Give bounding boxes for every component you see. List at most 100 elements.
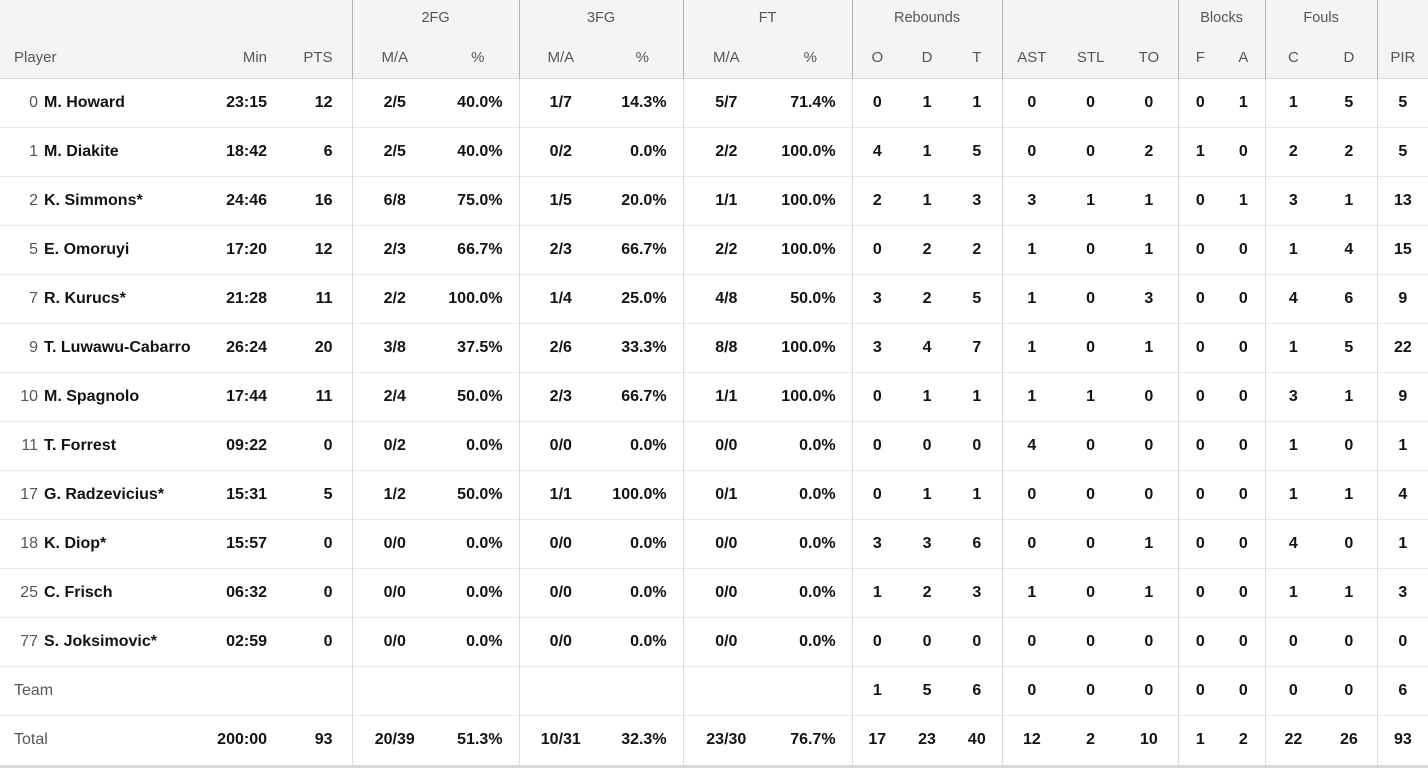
stat-min: 02:59 (226, 633, 267, 650)
stat-ast: 1 (1027, 290, 1037, 307)
stat-reb-o: 1 (872, 584, 882, 601)
player-row: 0 M. Howard 23:15 12 2/5 40.0% 1/7 14.3% 5/7 71.4… (0, 78, 1428, 128)
stat-reb-t: 1 (952, 470, 1003, 520)
stat-foul-c: 3 (1288, 388, 1298, 405)
stat-pts: 11 (267, 372, 353, 422)
stat-foul-c: 22 (1284, 731, 1303, 749)
player-name: T. Luwawu-Cabarrot (44, 339, 190, 356)
stat-reb-o: 17 (868, 731, 887, 749)
stat-2fg-pct: 75.0% (437, 176, 520, 226)
stat-blk-f: 0 (1195, 682, 1205, 699)
player-row: 77 S. Joksimovic* 02:59 0 0/0 0.0% 0/0 0.0% 0/0 0… (0, 617, 1428, 667)
stat-stl: 0 (1086, 94, 1096, 111)
col-header-2fg-pct: % (437, 36, 520, 79)
stat-foul-c: 1 (1288, 339, 1298, 356)
col-header-stl: STL (1076, 48, 1105, 66)
player-name: S. Joksimovic* (44, 633, 157, 650)
col-header-reb-t: T (952, 36, 1003, 79)
stat-pir: 5 (1398, 143, 1408, 160)
stat-min: 06:32 (226, 584, 267, 601)
stat-reb-t: 0 (952, 421, 1003, 471)
stat-min: 17:20 (226, 241, 267, 258)
stat-blk-a: 2 (1222, 715, 1266, 765)
stat-reb-o: 0 (872, 94, 882, 111)
group-header-blocks: Blocks (1178, 0, 1266, 36)
stat-reb-d: 0 (922, 437, 932, 454)
stat-stl: 0 (1086, 633, 1096, 650)
stat-2fg-pct: 100.0% (437, 274, 520, 324)
stat-reb-o: 2 (872, 192, 882, 209)
stat-ft-pct: 0.0% (769, 519, 853, 569)
stat-reb-o: 3 (872, 535, 882, 552)
stat-foul-d: 1 (1321, 372, 1378, 422)
stat-foul-d: 0 (1321, 519, 1378, 569)
stat-reb-d: 5 (922, 682, 932, 699)
stat-blk-f: 0 (1195, 486, 1205, 503)
stat-blk-a: 0 (1222, 372, 1266, 422)
stat-blk-a: 0 (1222, 617, 1266, 667)
stat-blk-a: 0 (1222, 274, 1266, 324)
stat-to: 1 (1120, 568, 1179, 618)
jersey-number: 17 (20, 486, 38, 503)
jersey-number: 25 (20, 584, 38, 601)
stat-blk-f: 0 (1195, 584, 1205, 601)
stat-3fg-ma (519, 667, 602, 716)
stat-pir: 0 (1398, 633, 1408, 650)
group-header-ft: FT (683, 0, 853, 36)
stat-reb-t: 7 (952, 323, 1003, 373)
stat-pts: 20 (267, 323, 353, 373)
stat-2fg-pct: 0.0% (437, 568, 520, 618)
stat-stl: 0 (1086, 241, 1096, 258)
stat-ft-ma (683, 667, 769, 716)
stat-pir: 9 (1398, 290, 1408, 307)
stat-2fg-pct: 40.0% (437, 78, 520, 128)
stat-blk-a: 0 (1222, 666, 1266, 716)
stat-pts: 5 (267, 470, 353, 520)
stat-2fg-ma: 2/2 (383, 290, 406, 307)
stat-stl: 0 (1086, 486, 1096, 503)
stat-pir: 1 (1398, 437, 1408, 454)
stat-ft-pct: 76.7% (769, 715, 853, 765)
bottom-strip (0, 764, 1428, 768)
stat-3fg-pct: 33.3% (602, 323, 684, 373)
stat-pts: 16 (267, 176, 353, 226)
col-header-reb-o: O (871, 48, 884, 66)
stat-3fg-ma: 0/0 (549, 584, 572, 601)
stat-2fg-pct: 50.0% (437, 372, 520, 422)
player-name: K. Diop* (44, 535, 107, 552)
stat-to: 0 (1120, 666, 1179, 716)
stat-2fg-ma: 0/2 (383, 437, 406, 454)
stat-ft-pct: 50.0% (769, 274, 853, 324)
player-row: 17 G. Radzevicius* 15:31 5 1/2 50.0% 1/1 100.0%… (0, 470, 1428, 520)
stat-blk-a: 0 (1222, 127, 1266, 177)
stat-3fg-pct: 0.0% (602, 127, 684, 177)
stat-to: 1 (1120, 519, 1179, 569)
player-cell: 77 S. Joksimovic* (0, 618, 190, 667)
stat-pts: 11 (267, 274, 353, 324)
stat-2fg-pct: 50.0% (437, 470, 520, 520)
stat-3fg-pct: 100.0% (602, 470, 684, 520)
stat-foul-d: 5 (1321, 323, 1378, 373)
stat-pts (267, 666, 353, 716)
player-row: 10 M. Spagnolo 17:44 11 2/4 50.0% 2/3 66.7% 1/1 1… (0, 372, 1428, 422)
player-row: 1 M. Diakite 18:42 6 2/5 40.0% 0/2 0.0% 2/2 100.0… (0, 127, 1428, 177)
stat-foul-c: 0 (1288, 633, 1298, 650)
player-cell: Team (0, 667, 190, 716)
stat-reb-d: 1 (922, 143, 932, 160)
jersey-number: 18 (20, 535, 38, 552)
stat-ast: 0 (1027, 535, 1037, 552)
player-row: 18 K. Diop* 15:57 0 0/0 0.0% 0/0 0.0% 0/0 0.0% 3 3 6… (0, 519, 1428, 569)
stat-ft-ma: 0/0 (715, 437, 738, 454)
stat-reb-t: 6 (952, 666, 1003, 716)
stat-3fg-ma: 2/3 (549, 388, 572, 405)
jersey-number: 11 (21, 437, 38, 454)
stat-stl: 1 (1086, 388, 1096, 405)
table-body: 0 M. Howard 23:15 12 2/5 40.0% 1/7 14.3% 5/7 71.4… (0, 78, 1428, 765)
stat-3fg-ma: 0/0 (549, 437, 572, 454)
col-header-reb-d: D (921, 48, 933, 66)
stat-foul-c: 0 (1288, 682, 1298, 699)
stat-ft-ma: 0/0 (715, 535, 738, 552)
stat-to: 1 (1120, 225, 1179, 275)
group-header-empty3 (1377, 0, 1428, 36)
stat-3fg-ma: 0/2 (549, 143, 572, 160)
